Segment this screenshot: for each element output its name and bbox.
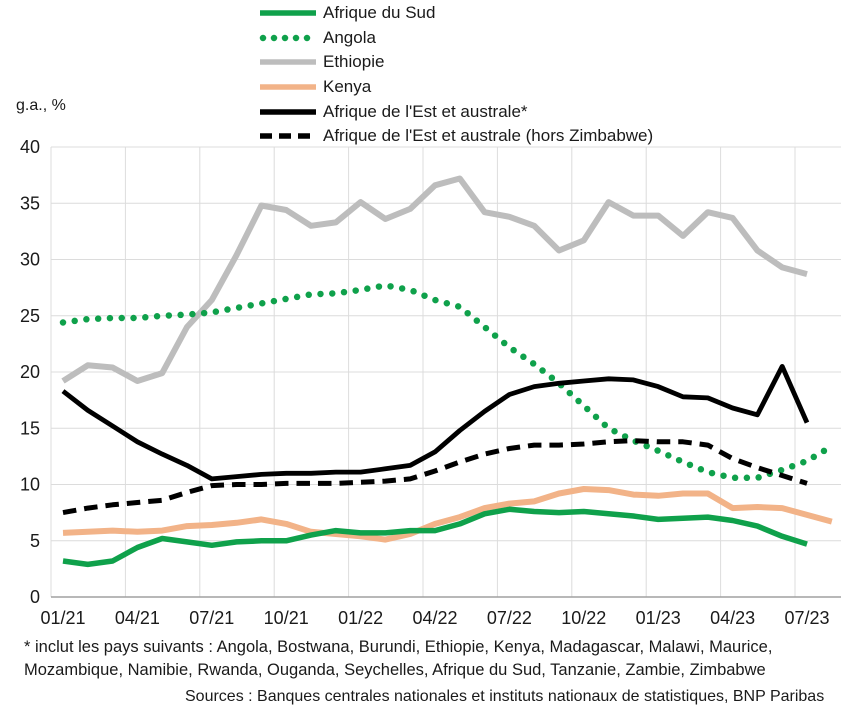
- series-line-ethiopie: [61, 175, 808, 384]
- x-axis-tick-label: 04/23: [710, 608, 755, 628]
- x-axis-tick-label: 07/22: [487, 608, 532, 628]
- legend-item-afrique-est-australe-hors-zimbabwe: Afrique de l'Est et australe (hors Zimba…: [257, 124, 653, 149]
- x-axis-tick-label: 07/23: [784, 608, 829, 628]
- x-axis-tick-label: 10/22: [561, 608, 606, 628]
- legend-swatch-solid-gray: [260, 59, 316, 66]
- x-axis-tick-label: 01/21: [40, 608, 85, 628]
- series-line-afrique-de-l-est-et-australe: [61, 363, 810, 482]
- y-axis-tick-label: 20: [20, 362, 40, 382]
- footnote-line-1: * inclut les pays suivants : Angola, Bos…: [24, 638, 773, 656]
- y-axis-tick-label: 35: [20, 193, 40, 213]
- legend-label: Ethiopie: [323, 52, 385, 72]
- chart-legend: Afrique du Sud Angola Ethiopie Kenya Afr…: [257, 1, 653, 149]
- x-axis-tick-label: 10/21: [264, 608, 309, 628]
- legend-swatch-dotted-green: [259, 34, 319, 42]
- legend-item-ethiopie: Ethiopie: [257, 50, 653, 75]
- x-axis-tick-label: 01/22: [338, 608, 383, 628]
- y-axis-tick-label: 0: [30, 587, 40, 607]
- series-line-afrique-du-sud: [62, 506, 808, 568]
- x-axis-tick-label: 07/21: [189, 608, 234, 628]
- legend-item-angola: Angola: [257, 26, 653, 51]
- series-line-angola: [59, 282, 836, 482]
- y-axis-tick-label: 15: [20, 418, 40, 438]
- legend-swatch-solid-peach: [260, 84, 316, 90]
- series-line-afrique-de-l-est-et-australe-hors-zimbabwe: [62, 438, 808, 516]
- y-axis-tick-label: 40: [20, 137, 40, 157]
- legend-item-afrique-du-sud: Afrique du Sud: [257, 1, 653, 26]
- series-line-kenya: [62, 486, 833, 543]
- legend-swatch-solid-black: [260, 108, 316, 115]
- legend-swatch-solid-green: [260, 10, 316, 17]
- x-axis-tick-label: 01/23: [636, 608, 681, 628]
- y-axis-tick-label: 30: [20, 250, 40, 270]
- sources-line: Sources : Banques centrales nationales e…: [185, 688, 825, 705]
- footnote-line-2: Mozambique, Namibie, Rwanda, Ouganda, Se…: [24, 661, 766, 679]
- legend-label: Afrique du Sud: [323, 3, 436, 23]
- footnote: * inclut les pays suivants : Angola, Bos…: [24, 636, 772, 682]
- legend-item-kenya: Kenya: [257, 75, 653, 100]
- x-axis-tick-label: 04/21: [115, 608, 160, 628]
- legend-label: Afrique de l'Est et australe*: [323, 101, 528, 121]
- line-chart: 0 5 10 15 20 25 30 35 40 01/21 04/21 07/21 10/21 01/2…: [20, 137, 841, 628]
- y-axis-tick-label: 5: [30, 531, 40, 551]
- y-axis-unit-label: g.a., %: [16, 97, 66, 114]
- y-axis-tick-label: 10: [20, 475, 40, 495]
- legend-label: Angola: [323, 27, 376, 47]
- y-axis-tick-label: 25: [20, 306, 40, 326]
- legend-label: Kenya: [323, 77, 372, 97]
- legend-swatch-dashed-black: [260, 133, 316, 140]
- legend-item-afrique-est-australe: Afrique de l'Est et australe*: [257, 99, 653, 124]
- x-axis-tick-label: 04/22: [412, 608, 457, 628]
- legend-label: Afrique de l'Est et australe (hors Zimba…: [323, 126, 654, 146]
